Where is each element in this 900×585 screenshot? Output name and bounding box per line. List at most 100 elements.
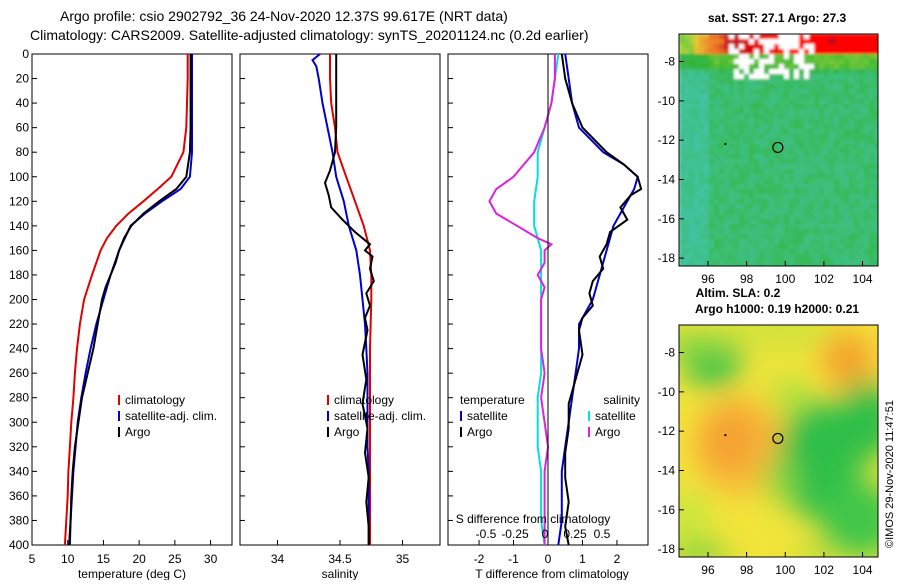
sst-cell (774, 259, 780, 265)
sst-cell (824, 109, 830, 115)
sst-cell (794, 84, 800, 90)
sst-cell (764, 184, 770, 190)
sst-cell (854, 244, 860, 250)
sst-cell (759, 194, 765, 200)
sst-cell (724, 64, 730, 70)
sst-cell (679, 119, 685, 125)
sst-cell (859, 239, 865, 245)
sst-cell (694, 44, 700, 50)
sst-cell (784, 149, 790, 155)
sst-cell (874, 219, 878, 225)
sst-cell (804, 99, 810, 105)
sst-cell (804, 134, 810, 140)
sst-cell (714, 189, 720, 195)
sst-cell (824, 214, 830, 220)
sst-cell (779, 129, 785, 135)
sst-cell (689, 69, 695, 75)
sst-cell (694, 104, 700, 110)
sst-cell (874, 84, 878, 90)
sst-cell (829, 139, 835, 145)
sst-cell (724, 169, 730, 175)
sst-cell (874, 149, 878, 155)
salinity-xlabel: salinity (322, 567, 359, 580)
sst-cell (774, 34, 780, 40)
x-tick-label: 2 (614, 552, 621, 566)
sst-cell (739, 139, 745, 145)
sst-cell (814, 179, 820, 185)
sst-cell (869, 194, 875, 200)
sst-cell (834, 129, 840, 135)
sst-cell (734, 44, 740, 50)
sst-map-title: sat. SST: 27.1 Argo: 27.3 (708, 11, 847, 25)
sst-cell (739, 94, 745, 100)
sst-cell (709, 224, 715, 230)
sst-cell (714, 79, 720, 85)
sst-cell (819, 84, 825, 90)
sst-cell (869, 114, 875, 120)
sst-cell (764, 89, 770, 95)
sst-cell (819, 224, 825, 230)
sst-cell (759, 94, 765, 100)
temperature-xlabel: temperature (deg C) (78, 567, 186, 580)
sst-cell (809, 79, 815, 85)
sst-cell (804, 119, 810, 125)
sst-cell (804, 224, 810, 230)
sst-cell (679, 109, 685, 115)
sla-map-title: Altim. SLA: 0.2 (696, 286, 781, 300)
sst-cell (719, 49, 725, 55)
sst-cell (869, 34, 875, 40)
sst-cell (734, 54, 740, 60)
sst-cell (834, 204, 840, 210)
sst-cell (739, 69, 745, 75)
sst-cell (724, 214, 730, 220)
series-t-satellite (557, 53, 639, 546)
sst-cell (719, 179, 725, 185)
sst-cell (849, 59, 855, 65)
sst-cell (839, 49, 845, 55)
sst-cell (829, 164, 835, 170)
sst-cell (739, 109, 745, 115)
sst-cell (694, 99, 700, 105)
sst-cell (799, 214, 805, 220)
sst-cell (704, 129, 710, 135)
sst-cell (814, 174, 820, 180)
y-tick-label: 120 (9, 194, 29, 208)
sst-cell (724, 159, 730, 165)
sst-cell (734, 84, 740, 90)
sst-cell (734, 129, 740, 135)
sst-cell (874, 259, 878, 265)
sst-cell (744, 109, 750, 115)
sst-cell (769, 209, 775, 215)
sst-cell (709, 104, 715, 110)
sst-cell (874, 134, 878, 140)
sst-cell (864, 99, 870, 105)
sst-cell (689, 219, 695, 225)
sst-cell (679, 199, 685, 205)
sst-cell (784, 54, 790, 60)
sst-cell (694, 144, 700, 150)
sst-cell (729, 59, 735, 65)
sst-cell (779, 64, 785, 70)
sst-cell (824, 199, 830, 205)
sst-cell (824, 119, 830, 125)
sst-cell (769, 104, 775, 110)
sst-cell (814, 184, 820, 190)
sst-cell (719, 109, 725, 115)
sst-cell (814, 39, 820, 45)
sst-cell (834, 264, 840, 266)
sst-cell (749, 239, 755, 245)
sst-cell (679, 69, 685, 75)
sst-cell (764, 154, 770, 160)
sst-cell (744, 104, 750, 110)
sst-cell (814, 234, 820, 240)
sst-cell (759, 64, 765, 70)
sst-cell (759, 229, 765, 235)
sst-cell (729, 184, 735, 190)
sst-cell (809, 89, 815, 95)
sst-cell (829, 89, 835, 95)
sst-cell (864, 204, 870, 210)
sst-cell (809, 144, 815, 150)
sst-cell (724, 179, 730, 185)
track-dot (724, 143, 727, 146)
sst-cell (684, 249, 690, 255)
